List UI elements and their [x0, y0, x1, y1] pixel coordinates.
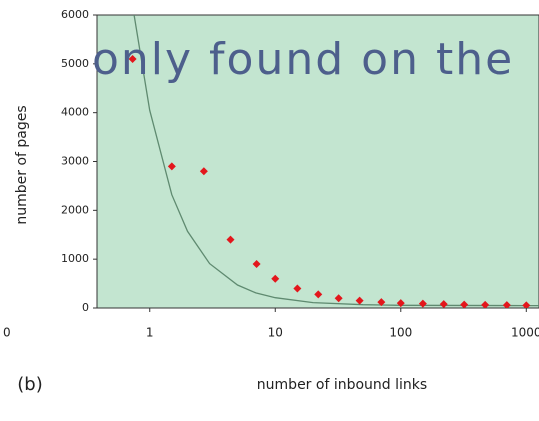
data-point	[502, 301, 511, 308]
data-point	[199, 167, 208, 176]
y-tick-label: 0	[82, 301, 89, 314]
data-point	[334, 294, 343, 303]
y-tick-label: 4000	[61, 106, 89, 119]
data-point	[226, 235, 235, 244]
overlay-text: only found on the	[92, 34, 514, 85]
data-point	[167, 162, 176, 171]
x-axis-label: number of inbound links	[257, 377, 427, 393]
x-tick-label: 10	[268, 326, 283, 340]
data-point	[396, 299, 405, 308]
x-tick-label: 1000	[511, 326, 539, 340]
data-point	[522, 301, 531, 308]
data-point	[128, 54, 137, 63]
data-point	[252, 260, 261, 269]
plot-area: 0 1000 2000 3000 4000 5000 6000 1 10 100 1000	[61, 8, 539, 340]
data-point	[460, 300, 469, 308]
y-tick-label: 2000	[61, 203, 89, 216]
data-point	[418, 299, 427, 308]
x-tick-label: 1	[146, 326, 154, 340]
data-point	[271, 274, 280, 283]
y-tick-label: 6000	[61, 8, 89, 21]
y-tick-label: 1000	[61, 252, 89, 265]
y-tick-label: 3000	[61, 155, 89, 168]
data-point	[293, 284, 302, 293]
y-axis-label: number of pages	[14, 105, 30, 224]
data-point	[481, 300, 490, 308]
x-tick-label: 100	[389, 326, 412, 340]
plot-clip	[128, 15, 539, 308]
data-point	[314, 290, 323, 299]
stray-tick: 0	[3, 326, 11, 340]
data-point	[355, 296, 364, 305]
plot-background	[96, 14, 539, 309]
y-tick-label: 5000	[61, 57, 89, 70]
data-point	[439, 300, 448, 308]
data-point	[377, 298, 386, 307]
panel-label: (b)	[17, 374, 42, 395]
